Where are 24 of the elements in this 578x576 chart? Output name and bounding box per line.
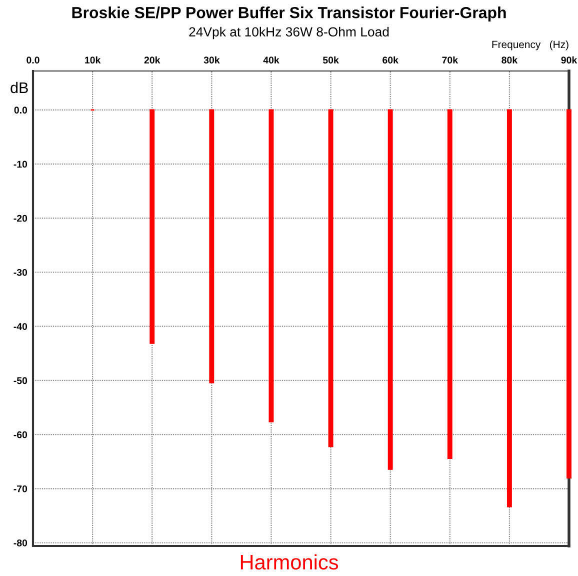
y-tick-label: -20 bbox=[14, 214, 28, 222]
y-tick-label: -80 bbox=[14, 539, 28, 546]
x-tick-label: 80k bbox=[502, 56, 518, 64]
y-tick-label: 0.0 bbox=[14, 106, 28, 114]
x-tick-label: 60k bbox=[382, 56, 398, 64]
y-tick-label: -40 bbox=[14, 323, 28, 330]
x-tick-label: 0.0 bbox=[26, 56, 40, 64]
chart-title: Broskie SE/PP Power Buffer Six Transistor Fourier-Graph bbox=[72, 6, 506, 22]
text: Harmonics bbox=[240, 554, 338, 570]
x-tick-label: 70k bbox=[442, 56, 458, 64]
y-tick-label: -10 bbox=[14, 160, 28, 168]
x-tick-label: 20k bbox=[144, 56, 160, 64]
x-tick-label: 10k bbox=[85, 56, 101, 64]
y-axis-title: dB bbox=[10, 82, 28, 94]
x-tick-label: 50k bbox=[322, 56, 339, 64]
x-tick-label: 40k bbox=[263, 56, 280, 64]
y-tick-label: -70 bbox=[14, 485, 28, 492]
y-tick-label: -60 bbox=[14, 431, 28, 438]
x-tick-label: 30k bbox=[204, 56, 220, 64]
y-tick-label: -30 bbox=[14, 268, 28, 276]
chart-subtitle: 24Vpk at 10kHz 36W 8-Ohm Load bbox=[189, 26, 389, 40]
y-tick-label: -50 bbox=[14, 377, 28, 384]
x-axis-title: Frequency (Hz) bbox=[492, 40, 568, 50]
x-tick-label: 90k bbox=[561, 56, 578, 64]
